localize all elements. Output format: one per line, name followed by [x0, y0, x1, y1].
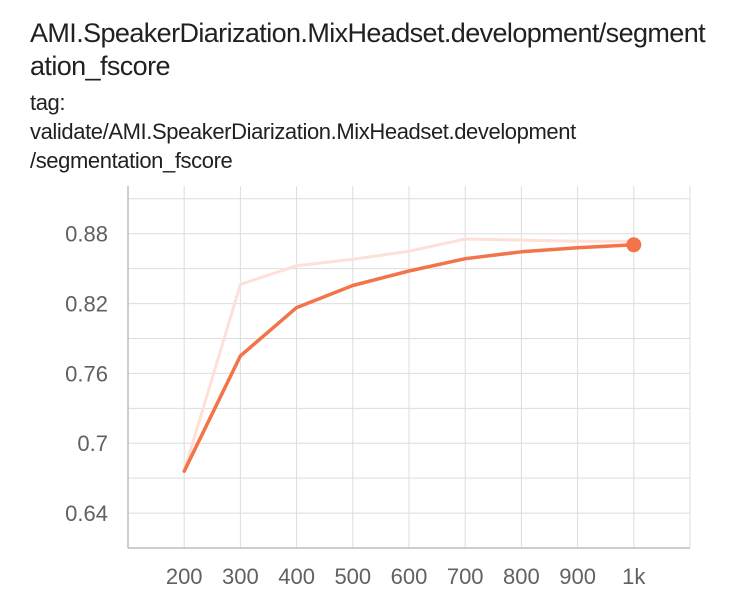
- y-tick-label: 0.64: [65, 501, 108, 526]
- tag-value-line-1: validate/AMI.SpeakerDiarization.MixHeads…: [30, 119, 576, 144]
- x-tick-label: 1k: [622, 564, 646, 589]
- tag-block: tag: validate/AMI.SpeakerDiarization.Mix…: [30, 88, 720, 175]
- x-tick-label: 400: [278, 564, 315, 589]
- x-tick-label: 800: [503, 564, 540, 589]
- x-tick-label: 900: [559, 564, 596, 589]
- tick-labels: 0.64 0.7 0.76 0.82 0.88 200 300 400 500 600 700 800…: [65, 222, 646, 589]
- markers: [626, 237, 642, 253]
- x-tick-label: 700: [447, 564, 484, 589]
- y-tick-label: 0.76: [65, 361, 108, 386]
- x-tick-label: 300: [222, 564, 259, 589]
- series-group: [182, 237, 636, 473]
- raw-series-line: [182, 237, 636, 473]
- y-tick-label: 0.82: [65, 292, 108, 317]
- y-tick-label: 0.88: [65, 222, 108, 247]
- axes: [127, 186, 690, 549]
- x-tick-label: 600: [391, 564, 428, 589]
- tag-value-line-2: /segmentation_fscore: [30, 148, 233, 173]
- chart-title: AMI.SpeakerDiarization.MixHeadset.develo…: [30, 18, 706, 81]
- tag-prefix: tag:: [30, 90, 66, 115]
- smoothed-series-line: [182, 243, 636, 473]
- x-tick-label: 500: [334, 564, 371, 589]
- y-tick-label: 0.7: [77, 431, 108, 456]
- last-point-marker: [626, 237, 642, 253]
- x-tick-label: 200: [166, 564, 203, 589]
